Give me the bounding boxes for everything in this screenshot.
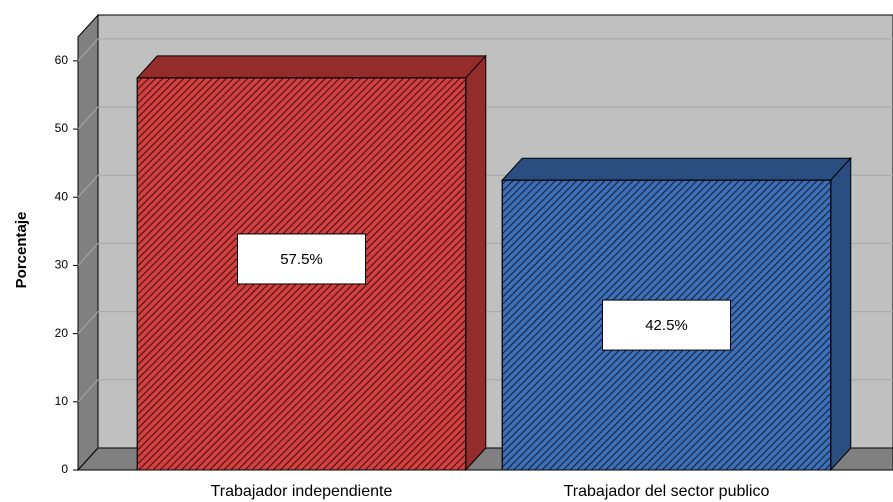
data-label: 57.5% [280,251,323,268]
grid-line [77,38,893,62]
y-tick-label: 0 [61,462,68,476]
left-wall [77,13,99,472]
x-tick-label: Trabajador independiente [211,483,393,500]
y-tick-label: 40 [55,189,69,203]
grid-line [77,106,893,130]
data-label-box [602,299,731,351]
x-tick-label: Trabajador del sector publico [564,483,770,500]
data-label: 42.5% [645,317,688,334]
data-label-box [237,233,366,285]
y-tick-label: 10 [55,394,69,408]
bar-hatch [501,179,832,471]
y-tick-label: 20 [55,326,69,340]
y-tick-label: 30 [55,258,69,272]
bar-side [830,156,852,472]
bar-top [501,157,852,181]
bar-side [465,54,487,472]
y-tick-label: 60 [55,53,69,67]
y-axis-label: Porcentaje [13,212,30,289]
y-tick-label: 50 [55,121,69,135]
bar-top [136,55,487,79]
